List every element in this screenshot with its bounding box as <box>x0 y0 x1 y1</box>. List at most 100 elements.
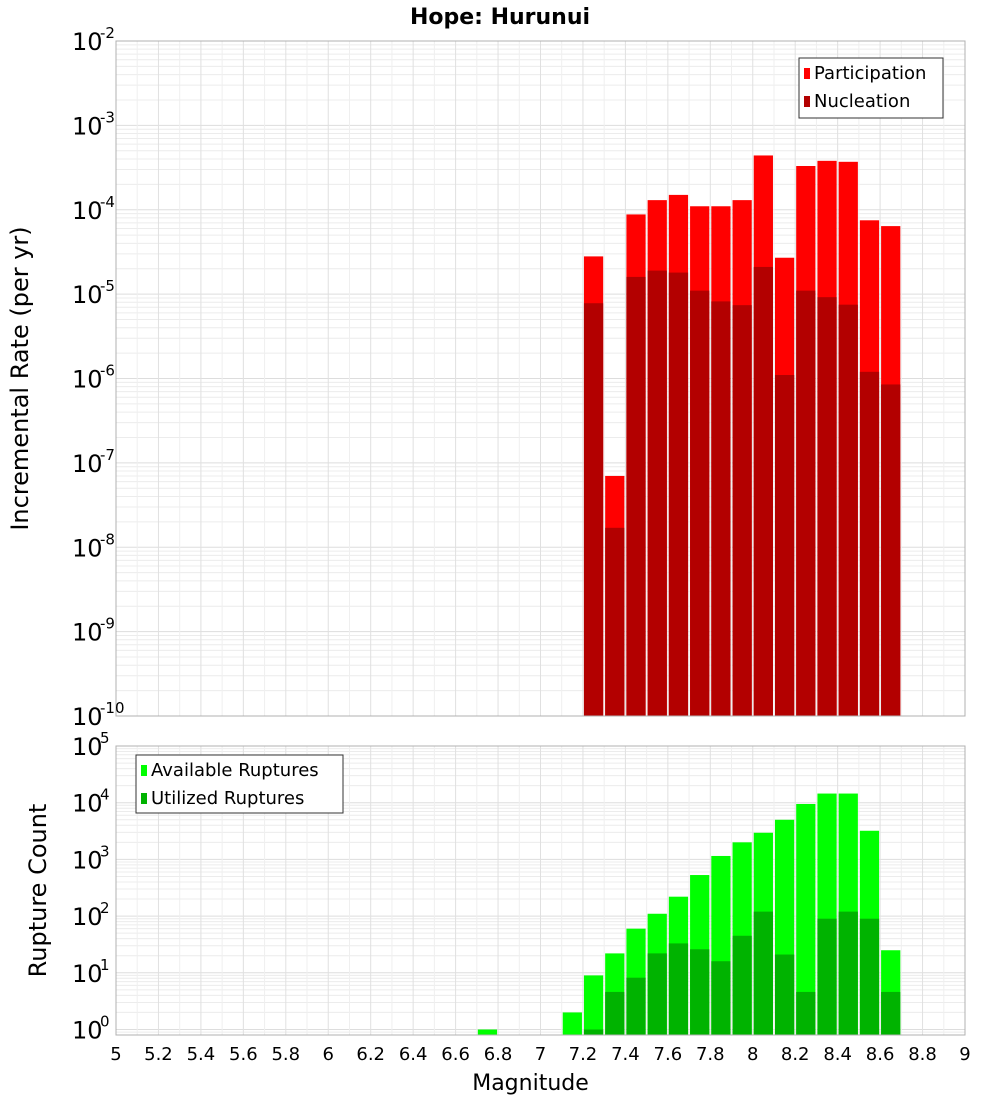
x-tick-label: 7.4 <box>611 1044 640 1065</box>
y-tick-exponent: 0 <box>100 1013 110 1031</box>
y-tick-label: 10 <box>72 197 103 225</box>
utilized-ruptures-bar <box>711 961 731 1035</box>
nucleation-bar <box>796 290 816 716</box>
legend-box <box>135 754 344 814</box>
x-tick-label: 5.6 <box>229 1044 258 1065</box>
utilized-ruptures-bar <box>774 954 795 1035</box>
x-tick-label: 6.4 <box>399 1044 428 1065</box>
utilized-ruptures-bar <box>583 1029 604 1035</box>
y-tick-exponent: -2 <box>100 24 115 42</box>
legend-box <box>798 57 944 119</box>
y-tick-exponent: -9 <box>100 615 115 633</box>
legend-swatch <box>804 96 810 107</box>
x-tick-label: 9 <box>959 1044 970 1065</box>
legend-swatch <box>141 765 147 776</box>
y-axis-label: Incremental Rate (per yr) <box>6 226 34 530</box>
y-tick-label: 10 <box>72 733 103 761</box>
x-axis-label: Magnitude <box>472 1071 589 1096</box>
available-ruptures-bar <box>562 1012 582 1035</box>
utilized-ruptures-bar <box>796 991 816 1035</box>
nucleation-bar <box>605 527 625 716</box>
nucleation-bar <box>583 303 604 716</box>
y-tick-label: 10 <box>72 960 103 988</box>
nucleation-bar <box>774 375 795 716</box>
legend-label: Available Ruptures <box>151 760 319 781</box>
y-tick-label: 10 <box>72 790 103 818</box>
utilized-ruptures-bar <box>647 953 667 1035</box>
y-tick-exponent: -10 <box>100 699 125 717</box>
utilized-ruptures-bar <box>817 918 837 1035</box>
rate-chart: 10-1010-910-810-710-610-510-410-310-2Inc… <box>6 24 966 731</box>
x-tick-label: 6.8 <box>484 1044 513 1065</box>
y-tick-exponent: -8 <box>100 530 115 548</box>
utilized-ruptures-bar <box>690 949 710 1035</box>
x-tick-label: 6.2 <box>356 1044 385 1065</box>
available-ruptures-bar <box>583 975 604 1035</box>
y-tick-label: 10 <box>72 366 103 394</box>
y-tick-exponent: -5 <box>100 277 115 295</box>
nucleation-bar <box>668 272 689 716</box>
x-tick-label: 7.6 <box>654 1044 683 1065</box>
y-tick-exponent: -3 <box>100 108 115 126</box>
x-tick-label: 5.4 <box>187 1044 216 1065</box>
nucleation-bar <box>881 384 901 716</box>
y-tick-exponent: 5 <box>100 729 110 747</box>
utilized-ruptures-bar <box>668 943 689 1035</box>
nucleation-bar <box>626 276 646 716</box>
utilized-ruptures-bar <box>859 918 880 1035</box>
legend-swatch <box>141 793 147 804</box>
utilized-ruptures-bar <box>626 977 646 1035</box>
y-tick-label: 10 <box>72 450 103 478</box>
utilized-ruptures-bar <box>753 911 773 1035</box>
x-tick-label: 8.2 <box>781 1044 810 1065</box>
y-tick-label: 10 <box>72 619 103 647</box>
legend-label: Nucleation <box>814 91 910 112</box>
plot-frame <box>115 40 966 717</box>
y-tick-label: 10 <box>72 1017 103 1045</box>
x-tick-label: 8.6 <box>866 1044 895 1065</box>
utilized-ruptures-bar <box>605 991 625 1035</box>
y-tick-exponent: 4 <box>100 786 110 804</box>
nucleation-bar <box>711 301 731 716</box>
x-tick-label: 6 <box>323 1044 334 1065</box>
available-ruptures-bar <box>796 803 816 1035</box>
legend-label: Participation <box>814 63 926 84</box>
nucleation-bar <box>838 304 858 716</box>
utilized-ruptures-bar <box>838 911 858 1035</box>
nucleation-bar <box>690 290 710 716</box>
nucleation-bar <box>859 371 880 716</box>
nucleation-bar <box>817 297 837 716</box>
utilized-ruptures-bar <box>732 935 752 1035</box>
y-tick-exponent: 1 <box>100 956 110 974</box>
y-tick-exponent: 3 <box>100 842 110 860</box>
x-tick-label: 7 <box>535 1044 546 1065</box>
y-tick-exponent: -4 <box>100 193 115 211</box>
x-tick-label: 5.2 <box>144 1044 173 1065</box>
nucleation-bar <box>647 270 667 716</box>
nucleation-bar <box>732 305 752 716</box>
y-axis-label: Rupture Count <box>24 804 52 978</box>
x-tick-label: 8.8 <box>908 1044 937 1065</box>
utilized-ruptures-bar <box>881 991 901 1035</box>
x-tick-label: 8 <box>747 1044 758 1065</box>
y-tick-label: 10 <box>72 281 103 309</box>
plot-frame <box>115 745 966 1036</box>
x-tick-label: 5.8 <box>271 1044 300 1065</box>
legend-label: Utilized Ruptures <box>151 788 304 809</box>
legend-swatch <box>804 68 810 79</box>
y-tick-label: 10 <box>72 534 103 562</box>
x-tick-label: 8.4 <box>823 1044 852 1065</box>
y-tick-label: 10 <box>72 703 103 731</box>
x-tick-label: 5 <box>110 1044 121 1065</box>
x-tick-label: 6.6 <box>441 1044 470 1065</box>
x-tick-label: 7.8 <box>696 1044 725 1065</box>
y-tick-label: 10 <box>72 903 103 931</box>
chart-title: Hope: Hurunui <box>410 5 590 30</box>
y-tick-label: 10 <box>72 846 103 874</box>
y-tick-exponent: -7 <box>100 446 115 464</box>
y-tick-label: 10 <box>72 112 103 140</box>
y-tick-label: 10 <box>72 28 103 56</box>
y-tick-exponent: -6 <box>100 362 115 380</box>
